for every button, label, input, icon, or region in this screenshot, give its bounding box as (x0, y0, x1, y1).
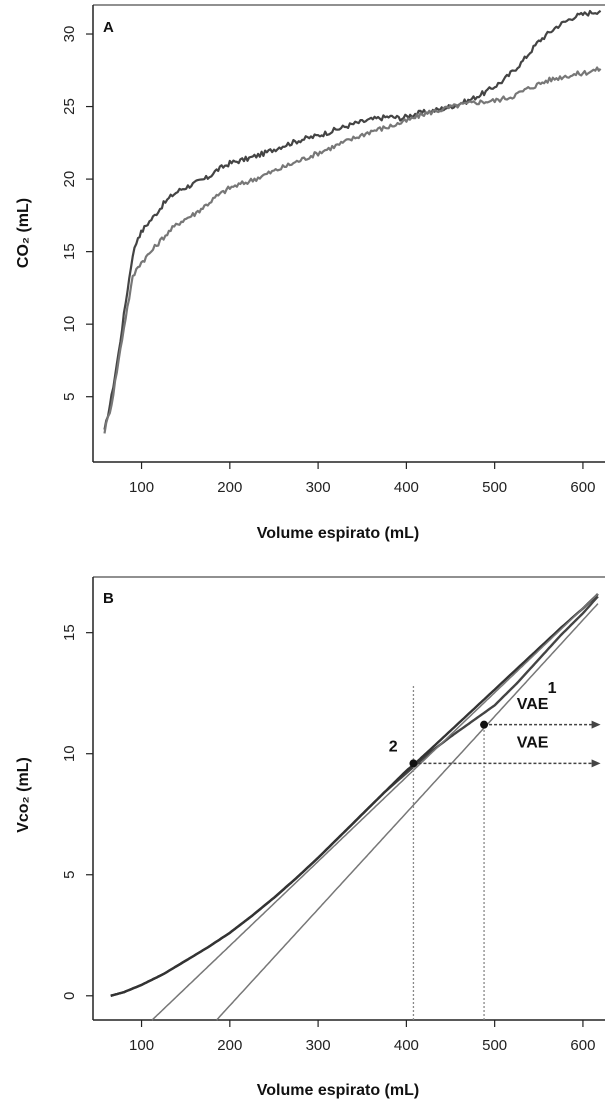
panel-b-arrowhead-1 (591, 720, 601, 729)
panel-a-x-title: Volume espirato (mL) (257, 525, 419, 542)
panel-b-annotation-4: VAE (517, 735, 549, 752)
panel-b: B Volume espirato (mL) Vco₂ (mL) 100 200 3… (15, 576, 605, 1099)
panel-b-reference-lines (409, 685, 601, 1020)
panel-b-y-tick-label-15: 15 (61, 624, 78, 641)
panel-a-y-tick-label-5: 5 (61, 393, 78, 401)
panel-b-annotation-1: 1 (548, 680, 557, 697)
panel-a-x-tick-label-400: 400 (394, 479, 419, 496)
panel-a-x-tick-label-200: 200 (217, 479, 242, 496)
panel-b-y-title: Vco₂ (mL) (15, 757, 32, 833)
panel-b-label: B (103, 590, 114, 607)
panel-b-annotation-3: VAE (517, 696, 549, 713)
panel-b-series-1-line (110, 595, 599, 997)
panel-a-series (103, 9, 602, 434)
panel-b-x-tick-label-200: 200 (217, 1037, 242, 1054)
panel-b-y-tick-label-5: 5 (61, 871, 78, 879)
panel-a-label: A (103, 19, 114, 36)
panel-a-y-title: CO₂ (mL) (15, 198, 32, 268)
panel-a-x-tick-label-300: 300 (306, 479, 331, 496)
panel-b-series-fit-1-line (216, 603, 599, 1021)
panel-b-y-ticks: 0 5 10 15 (61, 624, 93, 1000)
panel-b-annotation-2: 2 (389, 738, 398, 755)
panel-a-y-tick-label-20: 20 (61, 171, 78, 188)
panel-a-x-tick-label-600: 600 (570, 479, 595, 496)
panel-a-x-ticks: 100 200 300 400 500 600 (129, 462, 595, 496)
panel-b-arrowhead-2 (591, 759, 601, 768)
panel-a-y-tick-label-10: 10 (61, 316, 78, 333)
panel-b-x-tick-label-300: 300 (306, 1037, 331, 1054)
panel-a-y-tick-label-25: 25 (61, 98, 78, 115)
panel-b-marker-2 (480, 720, 489, 729)
panel-a-y-tick-label-15: 15 (61, 243, 78, 260)
panel-b-marker-1 (409, 759, 418, 768)
panel-b-y-tick-label-0: 0 (61, 992, 78, 1000)
panel-a-x-tick-label-100: 100 (129, 479, 154, 496)
panel-b-x-tick-label-100: 100 (129, 1037, 154, 1054)
panel-b-x-tick-label-500: 500 (482, 1037, 507, 1054)
panel-a-y-tick-label-30: 30 (61, 26, 78, 43)
panel-a-x-tick-label-500: 500 (482, 479, 507, 496)
panel-a: A Volume espirato (mL) CO₂ (mL) 100 200 30… (15, 4, 605, 542)
panel-b-x-tick-label-600: 600 (570, 1037, 595, 1054)
panel-b-annotations: 1 2 VAE VAE (389, 680, 557, 755)
panel-b-x-tick-label-400: 400 (394, 1037, 419, 1054)
panel-b-series (110, 593, 599, 1021)
panel-a-series-2-line (103, 66, 602, 434)
panel-b-series-fit-2-line (151, 593, 599, 1021)
panel-b-y-tick-label-10: 10 (61, 745, 78, 762)
panel-a-y-ticks: 5 10 15 20 25 30 (61, 26, 93, 401)
panel-b-series-2-line (110, 593, 599, 997)
panel-b-x-title: Volume espirato (mL) (257, 1082, 419, 1099)
panel-a-series-1-line (103, 9, 602, 430)
panel-b-x-ticks: 100 200 300 400 500 600 (129, 1020, 595, 1054)
